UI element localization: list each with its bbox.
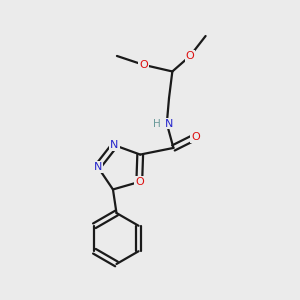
Text: N: N: [110, 140, 119, 150]
Text: O: O: [191, 132, 200, 142]
Text: O: O: [186, 51, 194, 61]
Text: H: H: [153, 118, 161, 129]
Text: N: N: [94, 162, 102, 172]
Text: O: O: [135, 177, 144, 187]
Text: N: N: [165, 118, 173, 129]
Text: O: O: [139, 60, 148, 70]
